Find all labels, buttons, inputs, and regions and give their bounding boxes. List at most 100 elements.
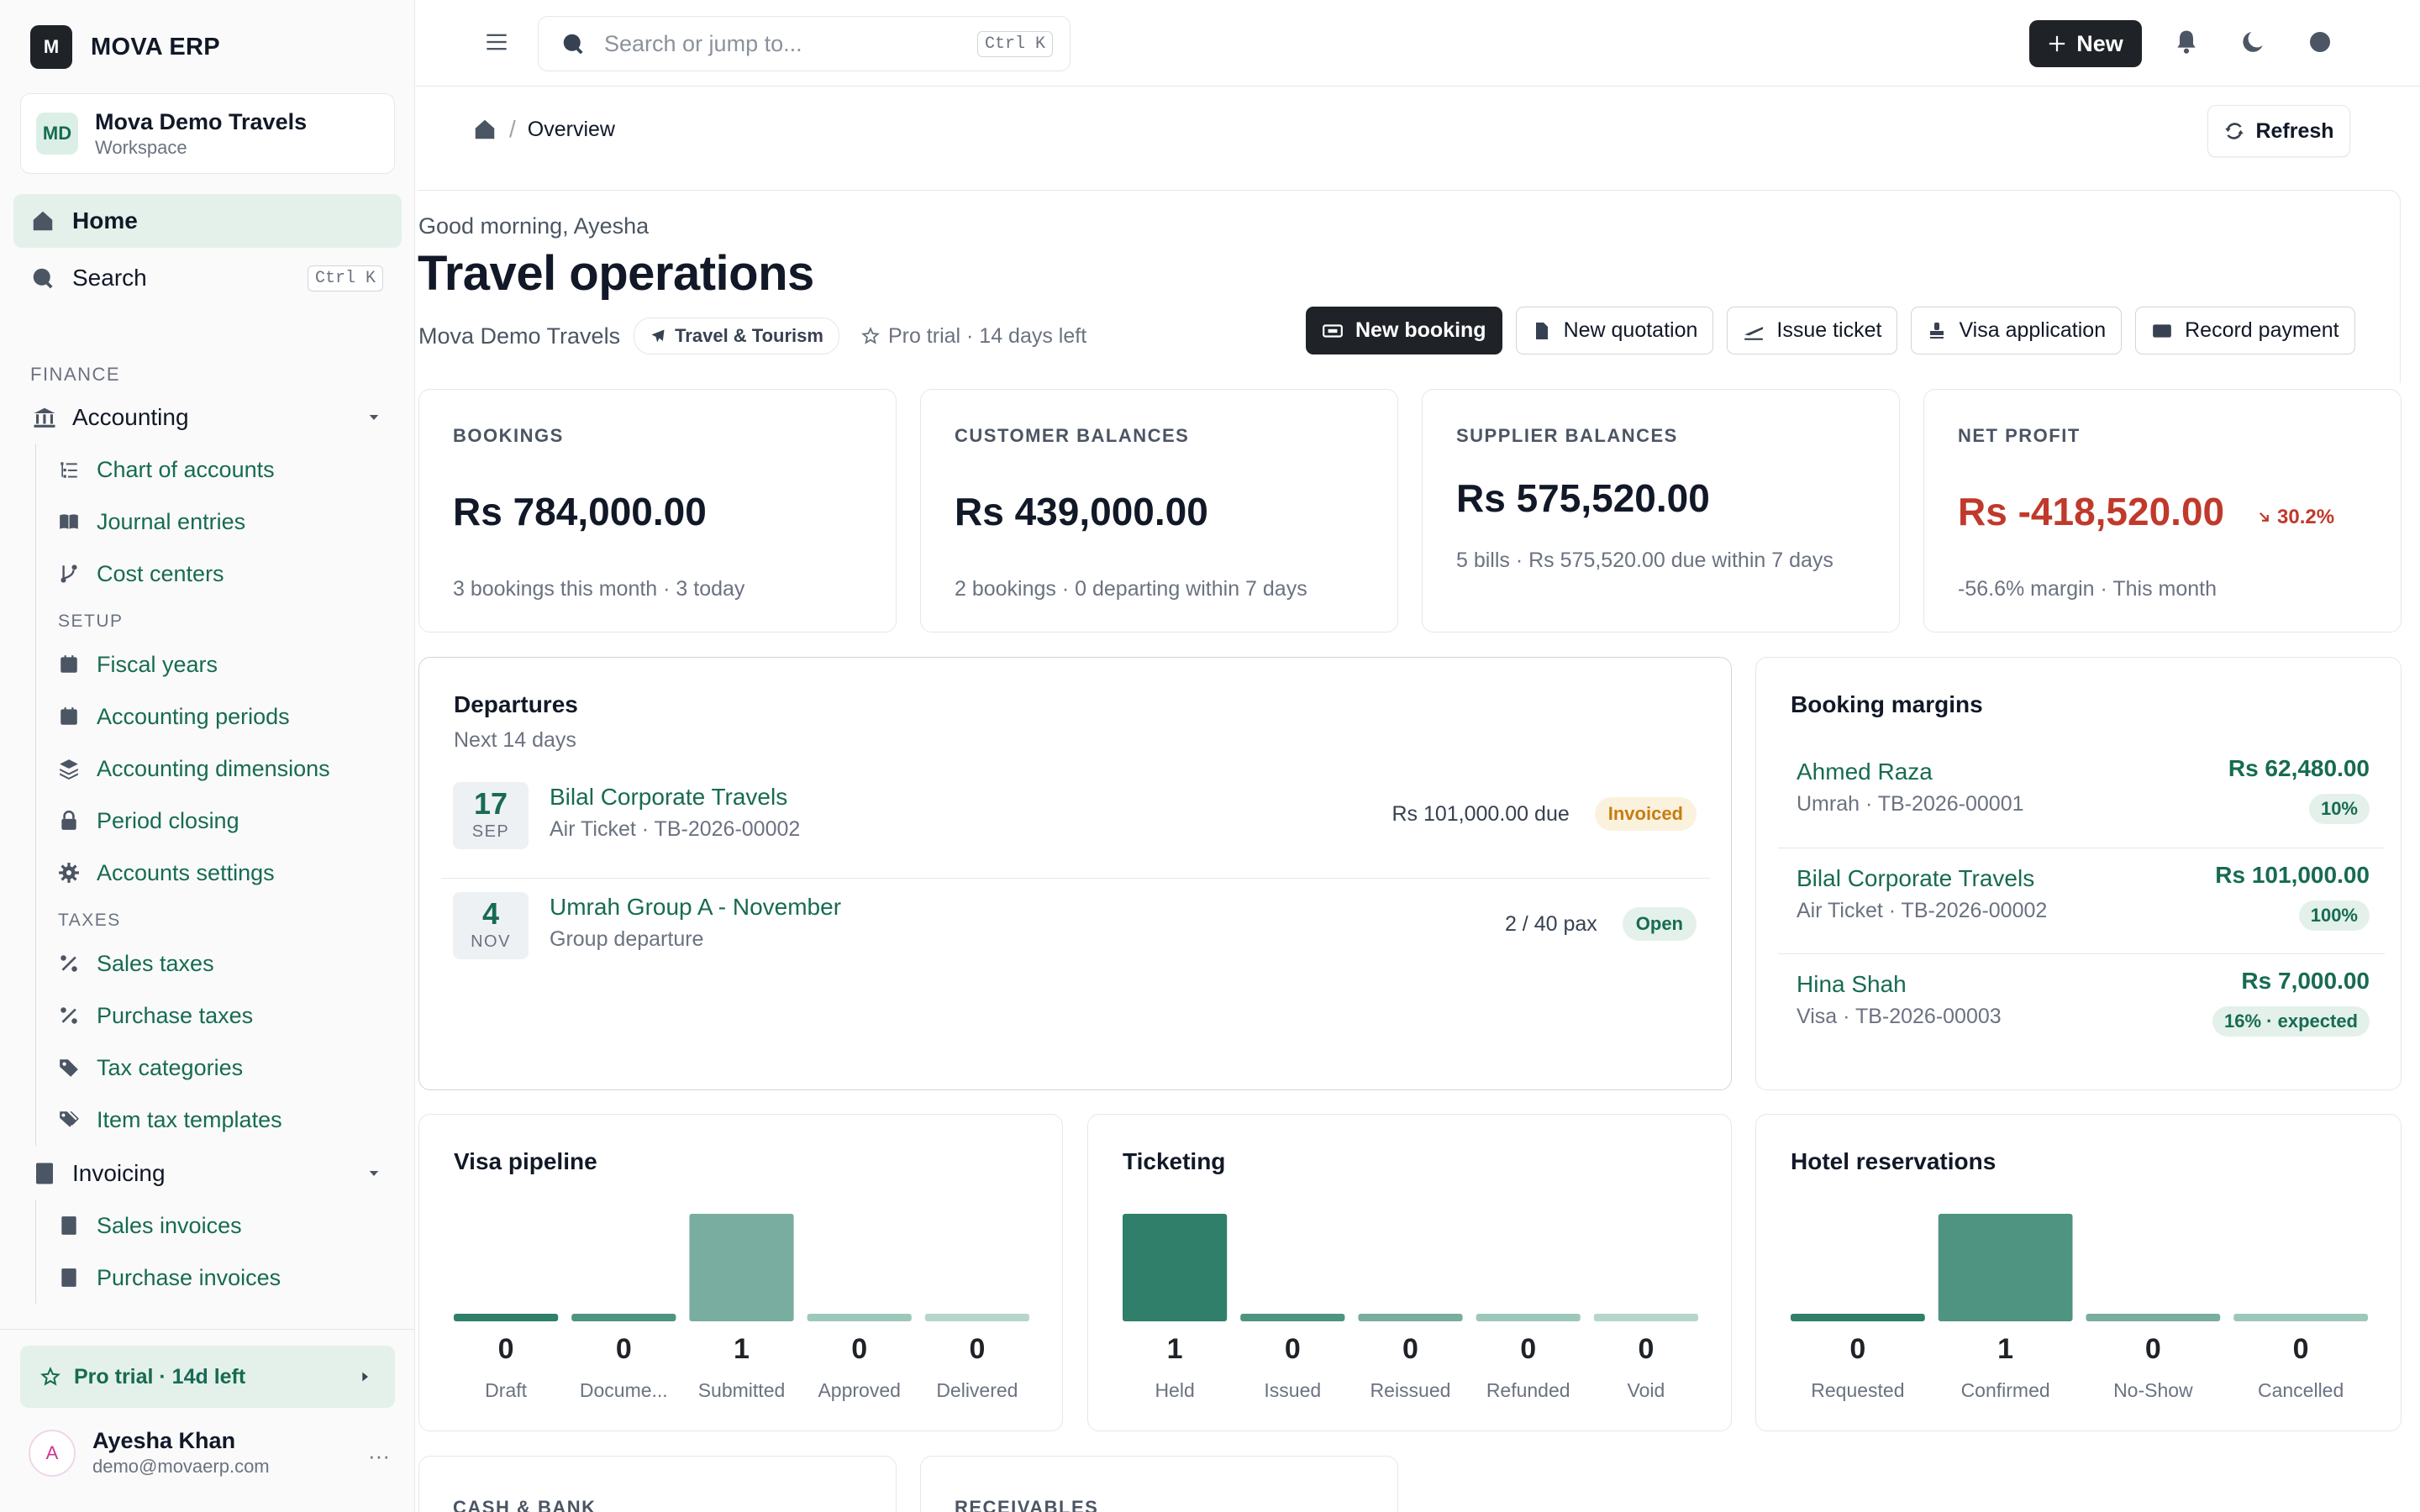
nav-item-home[interactable]: Home — [13, 194, 402, 248]
nav-item-sales-invoices[interactable]: Sales invoices — [58, 1200, 415, 1252]
search-input[interactable] — [604, 30, 974, 57]
nav-group-accounting[interactable]: Accounting — [0, 391, 415, 444]
visa-application-button[interactable]: Visa application — [1911, 307, 2123, 354]
booking-ref: Air Ticket · TB-2026-00002 — [1797, 899, 2048, 922]
departure-title[interactable]: Bilal Corporate Travels — [550, 784, 788, 810]
bar-void[interactable] — [1593, 1314, 1698, 1321]
moon-icon[interactable] — [2240, 29, 2267, 55]
nav-primary: Home Search Ctrl K — [13, 194, 402, 305]
margin-amount: Rs 101,000.00 — [2215, 862, 2370, 888]
bar-cancelled[interactable] — [2233, 1314, 2368, 1321]
arrow-down-right-icon — [2259, 512, 2269, 522]
bar-no-show[interactable] — [2086, 1314, 2221, 1321]
margin-percent-badge: 100% — [2298, 900, 2370, 931]
nav-item-cost-centers[interactable]: Cost centers — [58, 548, 415, 600]
sidebar: M MOVA ERP MD Mova Demo Travels Workspac… — [0, 0, 415, 1512]
panel-title: Booking margins — [1791, 691, 1983, 717]
action-label: Issue ticket — [1776, 318, 1882, 342]
trend-indicator: 30.2% — [2257, 506, 2334, 529]
nav-item-search[interactable]: Search Ctrl K — [13, 251, 402, 305]
cash-bank-card[interactable]: CASH & BANK — [418, 1456, 897, 1512]
new-quotation-button[interactable]: New quotation — [1515, 307, 1714, 354]
nav-item-tax-categories[interactable]: Tax categories — [58, 1042, 415, 1094]
brand-name: MOVA ERP — [91, 33, 220, 60]
nav-item-label: Home — [72, 207, 138, 234]
card-label: CASH & BANK — [453, 1497, 597, 1512]
bar-delivered[interactable] — [924, 1314, 1029, 1321]
ticketing-chart: 1 Held 0 Issued 0 Reissued 0 Refunded 0 Void — [1123, 1214, 1698, 1401]
nav-group-accounting-items: Chart of accounts Journal entries Cost c… — [35, 444, 415, 1146]
nav-scroll[interactable]: FINANCE Accounting Chart of accounts Jou… — [0, 343, 415, 1329]
trial-status-label: Pro trial · 14 days left — [887, 323, 1087, 348]
bar-category-label: Approved — [818, 1379, 900, 1401]
customer-name[interactable]: Hina Shah — [1797, 971, 1907, 997]
more-options-icon[interactable]: ··· — [368, 1443, 390, 1468]
receivables-card[interactable]: RECEIVABLES — [920, 1456, 1398, 1512]
menu-icon[interactable] — [485, 30, 508, 54]
customer-name[interactable]: Ahmed Raza — [1797, 759, 1933, 785]
nav-item-label: Journal entries — [97, 508, 246, 534]
nav-item-period-closing[interactable]: Period closing — [58, 795, 415, 847]
bar-issued[interactable] — [1240, 1314, 1345, 1321]
nav-item-sales-taxes[interactable]: Sales taxes — [58, 937, 415, 990]
bar-value-label: 0 — [969, 1333, 985, 1365]
departure-title[interactable]: Umrah Group A - November — [550, 894, 842, 920]
action-label: New booking — [1355, 318, 1486, 342]
nav-item-accounting-periods[interactable]: Accounting periods — [58, 690, 415, 743]
stat-card-bookings[interactable]: BOOKINGS Rs 784,000.00 3 bookings this m… — [418, 389, 897, 633]
bar-reissued[interactable] — [1358, 1314, 1463, 1321]
nav-item-accounts-settings[interactable]: Accounts settings — [58, 847, 415, 899]
nav-item-purchase-taxes[interactable]: Purchase taxes — [58, 990, 415, 1042]
nav-group-invoicing[interactable]: Invoicing — [0, 1147, 415, 1200]
stat-card-supplier-balances[interactable]: SUPPLIER BALANCES Rs 575,520.00 5 bills … — [1422, 389, 1900, 633]
bell-icon[interactable] — [2173, 29, 2200, 55]
workspace-type: Workspace — [95, 136, 187, 158]
nav-item-item-tax-templates[interactable]: Item tax templates — [58, 1094, 415, 1146]
departure-row[interactable]: 17 SEP Bilal Corporate Travels Air Ticke… — [441, 782, 1710, 876]
nav-item-journal-entries[interactable]: Journal entries — [58, 496, 415, 548]
new-button[interactable]: New — [2029, 20, 2142, 67]
bar-held[interactable] — [1123, 1214, 1228, 1321]
margin-row[interactable]: Hina Shah Visa · TB-2026-00003 Rs 7,000.… — [1778, 953, 2385, 1059]
git-branch-icon — [60, 564, 77, 583]
departure-row[interactable]: 4 NOV Umrah Group A - November Group dep… — [441, 878, 1710, 979]
search-icon — [33, 268, 53, 289]
global-search[interactable]: Ctrl K — [538, 16, 1071, 71]
home-icon[interactable] — [472, 117, 497, 142]
trial-banner[interactable]: Pro trial · 14d left — [20, 1346, 395, 1408]
ticket-icon — [1323, 323, 1343, 338]
user-status-icon[interactable] — [2307, 29, 2333, 55]
bar-draft[interactable] — [454, 1314, 559, 1321]
receipt-icon — [36, 1163, 53, 1184]
nav-item-fiscal-years[interactable]: Fiscal years — [58, 638, 415, 690]
breadcrumb-current: Overview — [527, 117, 615, 141]
visa-pipeline-chart: 0 Draft 0 Docume... 1 Submitted 0 Approved 0 Deli… — [454, 1214, 1029, 1401]
brand[interactable]: M MOVA ERP — [30, 25, 220, 69]
record-payment-button[interactable]: Record payment — [2135, 307, 2355, 354]
margin-row[interactable]: Ahmed Raza Umrah · TB-2026-00001 Rs 62,4… — [1778, 742, 2385, 848]
nav-item-accounting-dimensions[interactable]: Accounting dimensions — [58, 743, 415, 795]
workspace-switcher[interactable]: MD Mova Demo Travels Workspace — [20, 93, 395, 174]
nav-item-chart-of-accounts[interactable]: Chart of accounts — [58, 444, 415, 496]
bar-confirmed[interactable] — [1938, 1214, 2073, 1321]
stat-label: BOOKINGS — [453, 425, 564, 446]
bar-requested[interactable] — [1791, 1314, 1925, 1321]
bar-category-label: Held — [1155, 1379, 1194, 1401]
user-menu[interactable]: A Ayesha Khan demo@movaerp.com ··· — [29, 1428, 390, 1478]
nav-item-purchase-invoices[interactable]: Purchase invoices — [58, 1252, 415, 1304]
stat-card-customer-balances[interactable]: CUSTOMER BALANCES Rs 439,000.00 2 bookin… — [920, 389, 1398, 633]
new-booking-button[interactable]: New booking — [1306, 307, 1502, 354]
nav-item-label: Purchase invoices — [97, 1264, 281, 1290]
stat-card-net-profit[interactable]: NET PROFIT Rs -418,520.00 30.2% -56.6% m… — [1923, 389, 2402, 633]
ticketing-card: Ticketing 1 Held 0 Issued 0 Reissued 0 Refunded… — [1087, 1114, 1732, 1431]
refresh-button[interactable]: Refresh — [2207, 105, 2350, 157]
customer-name[interactable]: Bilal Corporate Travels — [1797, 865, 2035, 891]
bar-refunded[interactable] — [1476, 1314, 1581, 1321]
bar-submitted[interactable] — [689, 1214, 794, 1321]
bar-category-label: Requested — [1811, 1379, 1904, 1401]
margin-row[interactable]: Bilal Corporate Travels Air Ticket · TB-… — [1778, 848, 2385, 953]
bar-approved[interactable] — [807, 1314, 912, 1321]
bar-value-label: 0 — [1638, 1333, 1654, 1365]
issue-ticket-button[interactable]: Issue ticket — [1727, 307, 1898, 354]
bar-docume[interactable] — [571, 1314, 676, 1321]
